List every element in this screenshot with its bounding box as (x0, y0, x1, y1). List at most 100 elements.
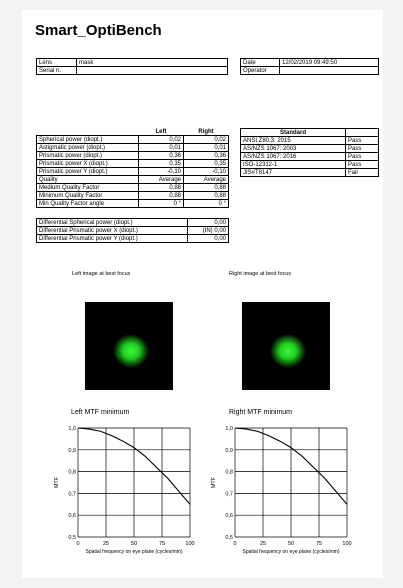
right-mtf-y-tick-label: 0,9 (225, 448, 233, 454)
measures-header-empty (37, 128, 139, 136)
left-mtf-mtf-curve (77, 427, 191, 505)
standard-result: Fail (345, 168, 379, 177)
measures-row: Medium Quality Factor 0,88 0,88 (36, 183, 229, 192)
measure-right-value: 0,88 (183, 191, 229, 200)
left-mtf-y-axis-label: MTF (54, 476, 60, 488)
date-value: 12/02/2019 09:49:50 (279, 58, 379, 67)
measure-right-value: 0,36 (183, 151, 229, 160)
standard-result: Pass (345, 136, 379, 145)
standard-result: Pass (345, 144, 379, 153)
serial-label: Serial n. (36, 66, 77, 75)
differential-row: Differential Prismatic power X (diopt.)(… (36, 226, 229, 235)
right-mtf-x-tick-label: 75 (316, 541, 322, 547)
right-mtf-y-tick-label: 0,7 (225, 491, 233, 497)
left-focus-spot (113, 334, 149, 368)
standards-header: Standard (240, 128, 346, 137)
measures-row: Prismatic power (diopt.) 0,36 0,36 (36, 151, 229, 160)
standards-row: ISO-12312-1 Pass (240, 160, 379, 169)
standards-table: Standard ANSI Z80.3: 2015 Pass AS/NZS 1067… (240, 128, 379, 177)
lens-value: mask (76, 58, 228, 67)
measures-row: Quality Average Average (36, 175, 229, 184)
left-mtf-y-tick-label: 0,8 (68, 470, 76, 476)
right-focus-image (242, 302, 330, 390)
differential-row: Differential Prismatic power Y (diopt.) 0… (36, 234, 229, 243)
standards-row: AS/NZS 1067: 2003 Pass (240, 144, 379, 153)
standards-row: ANSI Z80.3: 2015 Pass (240, 136, 379, 145)
right-mtf-y-tick-label: 0,6 (225, 513, 233, 519)
right-mtf-y-tick-label: 1,0 (225, 426, 233, 432)
measures-row: Prismatic power X (diopt.) 0,35 0,35 (36, 159, 229, 168)
left-mtf-y-tick-label: 0,7 (68, 491, 76, 497)
differential-value: (IN) 0,00 (187, 226, 229, 235)
measure-left-value: 0,02 (138, 135, 184, 144)
measures-row: Spherical power (diopt.) 0,02 0,02 (36, 135, 229, 144)
right-focus-spot (270, 334, 306, 368)
measure-label: Quality (36, 175, 139, 184)
left-mtf-x-tick-label: 75 (159, 541, 165, 547)
measure-label: Min Quality Factor angle (36, 199, 139, 208)
measure-label: Prismatic power X (diopt.) (36, 159, 139, 168)
differential-label: Differential Spherical power (diopt.) (36, 218, 188, 227)
right-mtf-y-tick-label: 0,8 (225, 470, 233, 476)
operator-label: Operator (240, 66, 280, 75)
right-mtf-x-tick-label: 100 (342, 541, 351, 547)
right-mtf-y-axis-label: MTF (211, 476, 217, 488)
standards-header-result (345, 128, 379, 137)
standard-name: ANSI Z80.3: 2015 (240, 136, 346, 145)
differential-label: Differential Prismatic power Y (diopt.) (36, 234, 188, 243)
differential-value: 0,00 (187, 218, 229, 227)
measures-row: Prismatic power Y (diopt.) -0,10 -0,10 (36, 167, 229, 176)
measures-row: Astigmatic power (diopt.) 0,01 0,01 (36, 143, 229, 152)
measure-left-value: 0,01 (138, 143, 184, 152)
left-mtf-x-tick-label: 0 (76, 541, 79, 547)
right-image-label: Right image at best focus (229, 271, 292, 277)
differential-table: Differential Spherical power (diopt.) 0,0… (36, 218, 229, 243)
left-mtf-x-tick-label: 25 (103, 541, 109, 547)
left-mtf-chart: 0 25 50 75 100 1,0 0,9 0,8 0,7 0,6 0,5 MTF Spatial f… (54, 426, 195, 555)
left-mtf-y-tick-label: 1,0 (68, 426, 76, 432)
measure-left-value: 0 ° (138, 199, 184, 208)
measure-left-value: 0,35 (138, 159, 184, 168)
left-mtf-title: Left MTF minimum (71, 409, 130, 416)
right-mtf-mtf-curve (234, 427, 348, 505)
measures-header-right: Right (198, 128, 214, 135)
measures-header-left: Left (155, 128, 167, 135)
standard-result: Pass (345, 152, 379, 161)
report-title: Smart_OptiBench (35, 22, 162, 39)
measure-label: Medium Quality Factor (36, 183, 139, 192)
measure-right-value: 0,02 (183, 135, 229, 144)
right-mtf-chart: 0 25 50 75 100 1,0 0,9 0,8 0,7 0,6 0,5 MTF Spatial f… (211, 426, 352, 555)
right-mtf-x-tick-label: 0 (233, 541, 236, 547)
date-label: Date (240, 58, 280, 67)
differential-row: Differential Spherical power (diopt.) 0,0… (36, 218, 229, 227)
operator-value (279, 66, 379, 75)
measure-left-value: -0,10 (138, 167, 184, 176)
measure-right-value: 0,35 (183, 159, 229, 168)
left-mtf-y-tick-label: 0,5 (68, 535, 76, 541)
measure-left-value: 0,88 (138, 183, 184, 192)
date-info-table: Date 12/02/2019 09:49:50 Operator (240, 58, 379, 75)
measures-table: Left Right Spherical power (diopt.) 0,02 0… (36, 128, 229, 208)
serial-value (76, 66, 228, 75)
standard-name: ISO-12312-1 (240, 160, 346, 169)
measures-row: Min Quality Factor angle 0 ° 0 ° (36, 199, 229, 208)
lens-info-table: Lens mask Serial n. (36, 58, 228, 75)
left-mtf-y-tick-label: 0,6 (68, 513, 76, 519)
differential-value: 0,00 (187, 234, 229, 243)
measure-right-value: Average (183, 175, 229, 184)
measure-right-value: -0,10 (183, 167, 229, 176)
measure-label: Astigmatic power (diopt.) (36, 143, 139, 152)
standard-name: AS/NZS 1067: 2016 (240, 152, 346, 161)
standard-name: AS/NZS 1067: 2003 (240, 144, 346, 153)
measure-left-value: 0,36 (138, 151, 184, 160)
left-mtf-y-tick-label: 0,9 (68, 448, 76, 454)
right-mtf-y-tick-label: 0,5 (225, 535, 233, 541)
standard-result: Pass (345, 160, 379, 169)
measure-label: Prismatic power (diopt.) (36, 151, 139, 160)
measure-right-value: 0,01 (183, 143, 229, 152)
standards-row: AS/NZS 1067: 2016 Pass (240, 152, 379, 161)
measure-left-value: Average (138, 175, 184, 184)
report-page (22, 10, 383, 578)
right-mtf-title: Right MTF minimum (229, 409, 293, 416)
standards-row: JIS#T8147 Fail (240, 168, 379, 177)
